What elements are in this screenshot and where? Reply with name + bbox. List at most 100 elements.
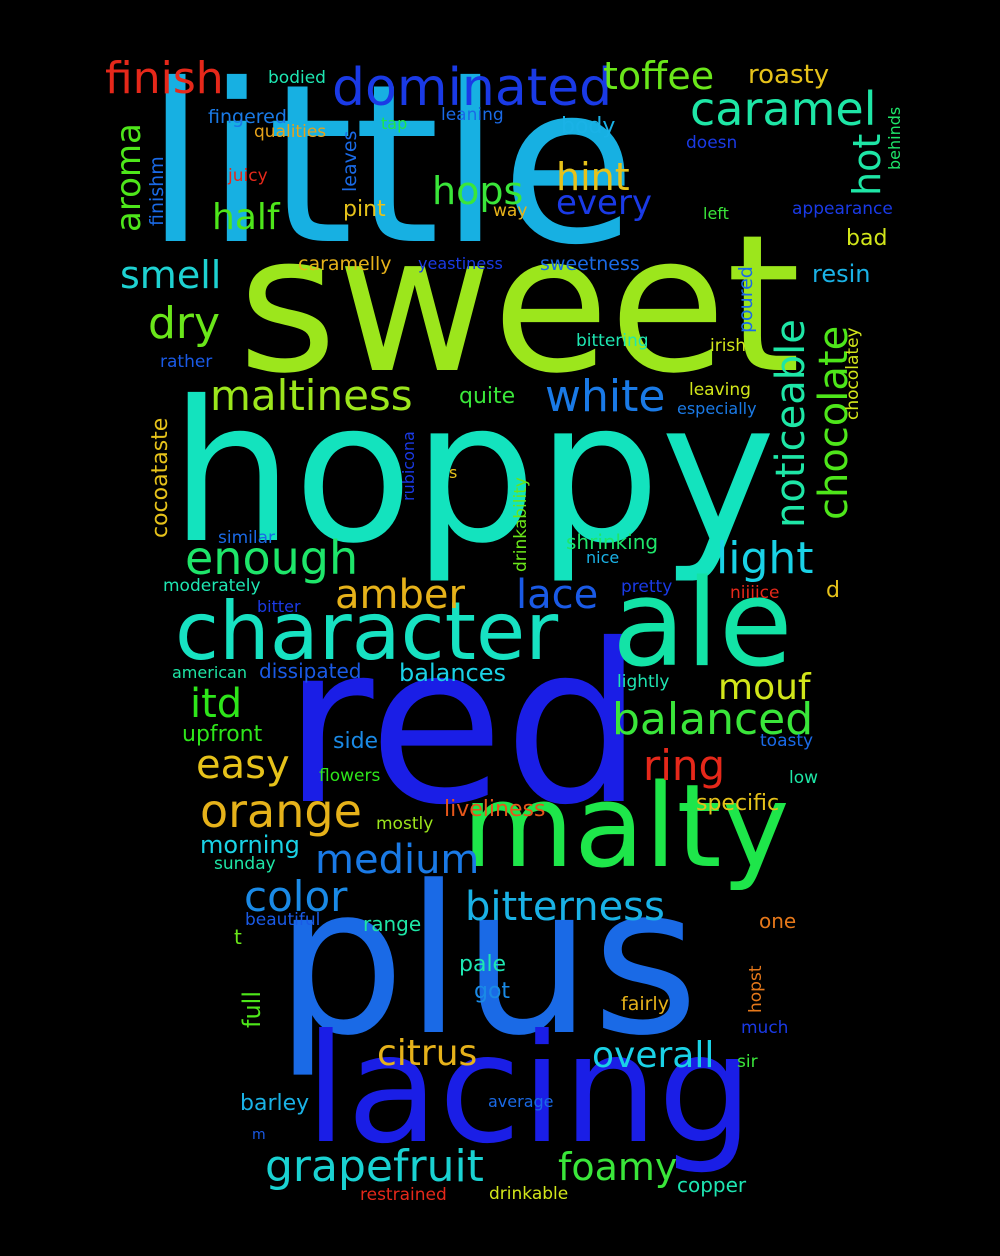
word-specific: specific bbox=[696, 791, 780, 816]
word-bitter: bitter bbox=[257, 597, 301, 616]
word-toffee: toffee bbox=[603, 54, 715, 98]
word-ring: ring bbox=[643, 741, 726, 790]
word-little: little bbox=[145, 37, 637, 293]
word-drinkability: drinkability bbox=[511, 477, 531, 572]
word-t: t bbox=[234, 925, 242, 949]
word-american: american bbox=[172, 663, 247, 682]
word-malty: malty bbox=[462, 760, 790, 894]
word-dissipated: dissipated bbox=[259, 659, 362, 683]
word-color: color bbox=[244, 872, 348, 921]
word-hot: hot bbox=[845, 133, 889, 196]
word-range: range bbox=[363, 912, 422, 936]
word-resin: resin bbox=[812, 260, 871, 288]
word-beautiful: beautiful bbox=[245, 910, 321, 930]
word-sunday: sunday bbox=[214, 854, 276, 874]
word-caramelly: caramelly bbox=[298, 253, 392, 275]
word-sir: sir bbox=[737, 1052, 758, 1072]
word-character: character bbox=[175, 585, 559, 678]
word-bodied: bodied bbox=[268, 68, 326, 88]
word-leaning: leaning bbox=[441, 105, 504, 125]
word-barley: barley bbox=[240, 1091, 310, 1116]
word-qualities: qualities bbox=[254, 122, 327, 142]
word-chocolatey: chocolatey bbox=[843, 327, 863, 420]
word-tap: tap bbox=[381, 114, 408, 133]
word-rather: rather bbox=[160, 352, 213, 372]
word-hopst: hopst bbox=[746, 965, 766, 1014]
word-orange: orange bbox=[200, 784, 362, 838]
word-itd: itd bbox=[190, 681, 243, 727]
word-liveliness: liveliness bbox=[444, 797, 546, 822]
word-caramel: caramel bbox=[690, 82, 877, 136]
word-bad: bad bbox=[846, 226, 888, 251]
word-full: full bbox=[238, 991, 266, 1028]
word-rubicona: rubicona bbox=[399, 431, 418, 501]
word-bitterness: bitterness bbox=[465, 884, 665, 930]
word-side: side bbox=[333, 729, 379, 754]
word-half: half bbox=[212, 197, 280, 238]
word-sweetness: sweetness bbox=[540, 253, 640, 275]
word-sweet: sweet bbox=[238, 194, 801, 415]
word-medium: medium bbox=[315, 837, 480, 883]
word-similar: similar bbox=[218, 528, 275, 548]
word-toasty: toasty bbox=[760, 731, 814, 751]
word-upfront: upfront bbox=[182, 722, 263, 747]
word-pale: pale bbox=[459, 952, 507, 977]
word-red: red bbox=[283, 597, 644, 853]
word-mouf: mouf bbox=[718, 667, 811, 708]
word-doesn: doesn bbox=[686, 133, 738, 153]
word-moderately: moderately bbox=[163, 576, 261, 596]
word-overall: overall bbox=[592, 1035, 715, 1076]
word-average: average bbox=[488, 1092, 554, 1111]
word-low: low bbox=[789, 768, 819, 788]
word-m: m bbox=[252, 1127, 266, 1143]
word-dominated: dominated bbox=[332, 58, 613, 118]
word-every: every bbox=[556, 183, 653, 223]
word-foamy: foamy bbox=[558, 1145, 678, 1189]
word-drinkable: drinkable bbox=[489, 1184, 569, 1204]
word-enough: enough bbox=[185, 531, 359, 585]
word-hoppy: hoppy bbox=[170, 359, 776, 586]
word-aroma: aroma bbox=[109, 123, 149, 232]
word-lightly: lightly bbox=[617, 672, 670, 692]
word-leaving: leaving bbox=[689, 380, 751, 400]
word-easy: easy bbox=[196, 742, 290, 788]
word-way: way bbox=[493, 201, 528, 221]
word-cocoataste: cocoataste bbox=[148, 417, 173, 538]
word-amber: amber bbox=[335, 572, 465, 618]
word-especially: especially bbox=[677, 399, 757, 418]
word-copper: copper bbox=[677, 1173, 747, 1197]
word-grapefruit: grapefruit bbox=[265, 1141, 484, 1192]
word-yeastiness: yeastiness bbox=[418, 254, 503, 273]
word-pint: pint bbox=[343, 197, 386, 222]
word-got: got bbox=[474, 979, 511, 1004]
word-lacing: lacing bbox=[305, 1003, 754, 1177]
word-ale: ale bbox=[612, 555, 793, 694]
word-fingered: fingered bbox=[208, 106, 287, 128]
word-plus: plus bbox=[275, 843, 699, 1081]
word-finish: finish bbox=[105, 53, 224, 104]
word-appearance: appearance bbox=[792, 199, 893, 219]
word-noticeable: noticeable bbox=[768, 319, 814, 528]
word-s: s bbox=[449, 463, 458, 482]
word-shrinking: shrinking bbox=[566, 530, 659, 554]
word-behinds: behinds bbox=[885, 106, 904, 170]
word-body: body bbox=[561, 114, 616, 139]
word-niiiice: niiiice bbox=[730, 583, 780, 603]
word-fairly: fairly bbox=[621, 993, 669, 1015]
word-d: d bbox=[826, 578, 840, 603]
word-finishm: finishm bbox=[146, 156, 168, 226]
word-pretty: pretty bbox=[621, 577, 673, 597]
word-balanced: balanced bbox=[612, 694, 814, 745]
word-morning: morning bbox=[200, 831, 300, 859]
word-juicy: juicy bbox=[228, 166, 268, 186]
word-left: left bbox=[703, 204, 729, 223]
word-bittering: bittering bbox=[576, 331, 649, 351]
word-light: light bbox=[716, 533, 814, 584]
word-much: much bbox=[741, 1018, 789, 1038]
word-white: white bbox=[545, 371, 666, 422]
word-roasty: roasty bbox=[748, 60, 830, 90]
word-irish: irish bbox=[710, 336, 747, 356]
word-dry: dry bbox=[148, 298, 221, 349]
word-balances: balances bbox=[399, 659, 506, 687]
